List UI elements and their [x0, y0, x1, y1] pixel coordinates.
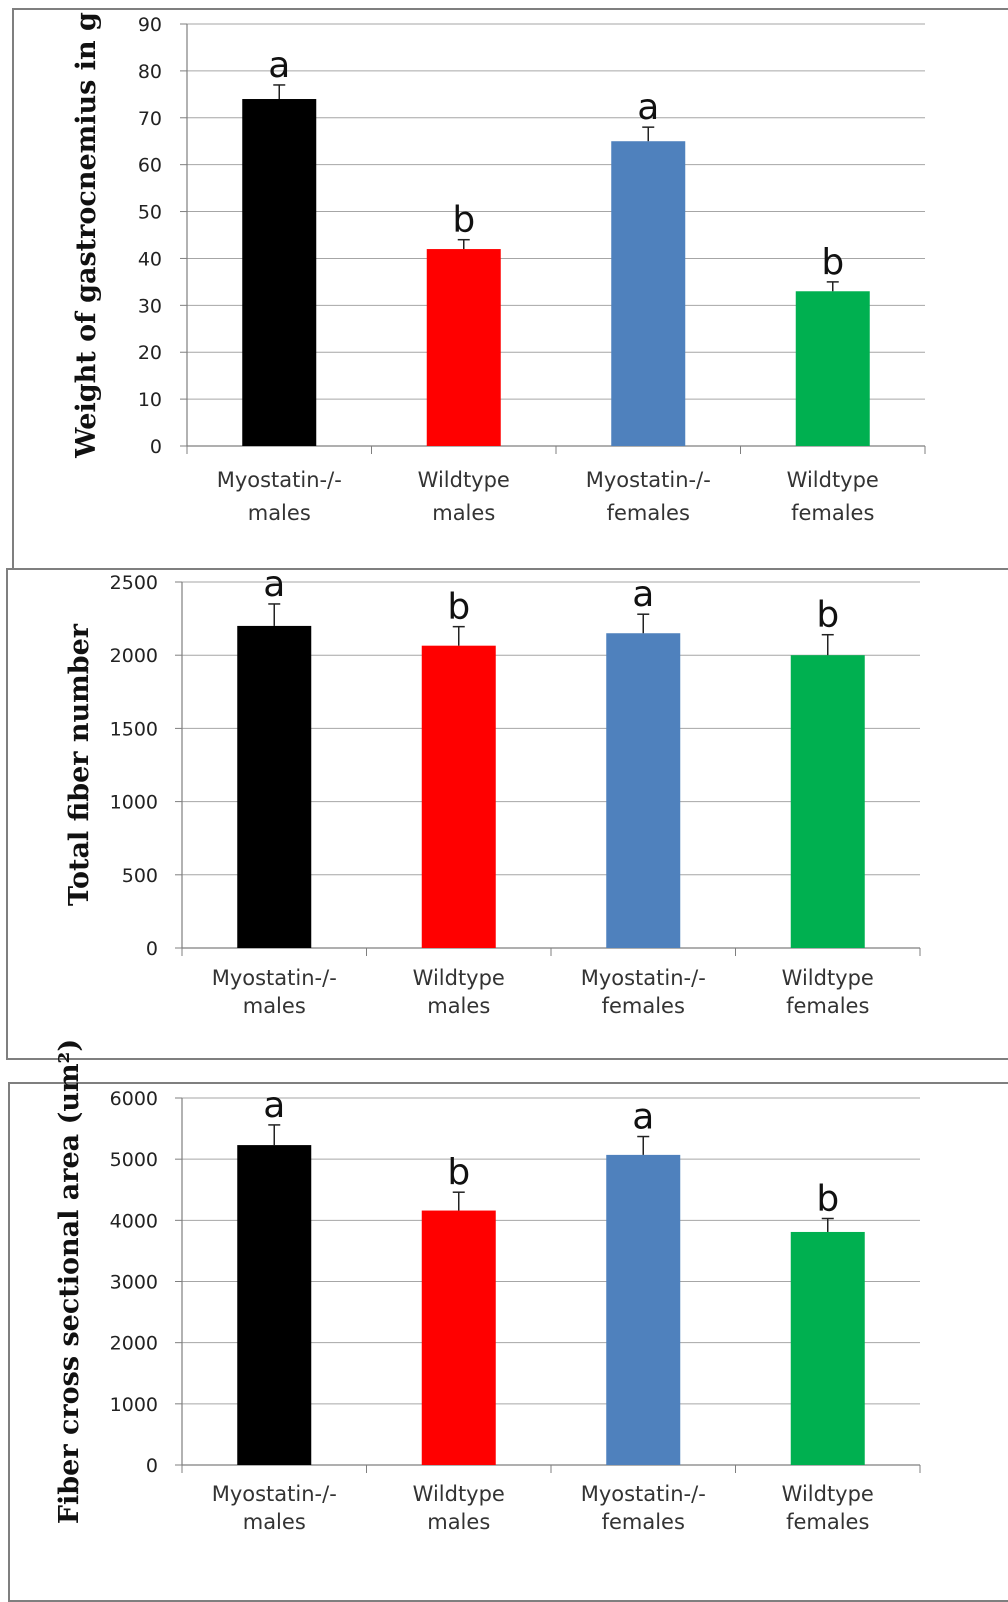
y-tick-label: 60 — [138, 155, 162, 177]
y-tick-label: 2000 — [110, 1333, 158, 1355]
bar — [790, 655, 865, 948]
category-label: Myostatin-/- — [212, 1482, 337, 1506]
category-label: Wildtype — [413, 966, 505, 990]
significance-label: a — [632, 1097, 654, 1138]
significance-label: a — [268, 45, 290, 86]
bar — [795, 291, 870, 446]
category-label: males — [243, 994, 306, 1018]
category-label: males — [427, 994, 490, 1018]
y-tick-label: 1000 — [110, 792, 158, 814]
y-tick-label: 6000 — [110, 1088, 158, 1110]
bar — [237, 625, 312, 948]
significance-label: a — [632, 574, 654, 615]
category-label: Myostatin-/- — [581, 1482, 706, 1506]
y-tick-label: 3000 — [110, 1272, 158, 1294]
category-label: males — [248, 501, 311, 525]
y-tick-label: 40 — [138, 248, 162, 270]
y-axis-label: Fiber cross sectional area (um²) — [54, 1039, 85, 1524]
y-axis-label: Total fiber number — [64, 623, 95, 906]
bar — [606, 633, 681, 948]
chart-2: 0 500 1000 1500 2000 2500 a Myostatin-/- males b W… — [64, 564, 921, 1018]
y-tick-label: 2500 — [110, 572, 158, 594]
y-tick-label: 70 — [138, 108, 162, 130]
significance-label: b — [816, 1178, 839, 1219]
bar — [421, 1210, 496, 1465]
chart-1: 0 10 20 30 40 50 60 70 80 90 a Myostatin-/- males b Wi… — [71, 12, 926, 525]
y-tick-label: 10 — [138, 389, 162, 411]
category-label: Myostatin-/- — [217, 468, 342, 492]
category-label: males — [243, 1510, 306, 1534]
y-tick-label: 1000 — [110, 1394, 158, 1416]
significance-label: b — [821, 242, 844, 283]
bar — [611, 141, 686, 446]
y-tick-label: 20 — [138, 342, 162, 364]
category-label: females — [791, 501, 874, 525]
y-axis-label: Weight of gastrocnemius in g — [71, 12, 102, 459]
bar — [421, 645, 496, 948]
category-label: females — [786, 1510, 869, 1534]
y-tick-label: 5000 — [110, 1149, 158, 1171]
y-tick-label: 0 — [150, 436, 162, 458]
category-label: females — [786, 994, 869, 1018]
significance-label: b — [447, 1152, 470, 1193]
category-label: Myostatin-/- — [581, 966, 706, 990]
y-tick-label: 50 — [138, 202, 162, 224]
bar — [237, 1145, 312, 1465]
category-label: Wildtype — [413, 1482, 505, 1506]
y-tick-label: 0 — [146, 1455, 158, 1477]
chart-panel-weight — [12, 8, 1008, 574]
category-label: Myostatin-/- — [586, 468, 711, 492]
bar — [790, 1231, 865, 1465]
y-tick-label: 90 — [138, 14, 162, 36]
category-label: males — [427, 1510, 490, 1534]
bar — [242, 99, 317, 447]
category-label: Wildtype — [782, 966, 874, 990]
significance-label: a — [263, 1085, 285, 1126]
category-label: females — [607, 501, 690, 525]
y-tick-label: 0 — [146, 938, 158, 960]
significance-label: b — [447, 587, 470, 628]
category-label: females — [602, 994, 685, 1018]
y-tick-label: 4000 — [110, 1210, 158, 1232]
y-tick-label: 500 — [122, 865, 158, 887]
category-label: males — [432, 501, 495, 525]
significance-label: b — [816, 595, 839, 636]
bar — [606, 1154, 681, 1465]
significance-label: b — [452, 200, 475, 241]
category-label: Wildtype — [782, 1482, 874, 1506]
bar — [426, 249, 501, 446]
category-label: Wildtype — [787, 468, 879, 492]
category-label: Myostatin-/- — [212, 966, 337, 990]
y-tick-label: 30 — [138, 295, 162, 317]
significance-label: a — [263, 564, 285, 605]
category-label: females — [602, 1510, 685, 1534]
category-label: Wildtype — [418, 468, 510, 492]
y-tick-label: 1500 — [110, 718, 158, 740]
chart-3: 0 1000 2000 3000 4000 5000 6000 a Myostatin-/- ma… — [54, 1039, 921, 1534]
y-tick-label: 80 — [138, 61, 162, 83]
y-tick-label: 2000 — [110, 645, 158, 667]
significance-label: a — [637, 87, 659, 128]
